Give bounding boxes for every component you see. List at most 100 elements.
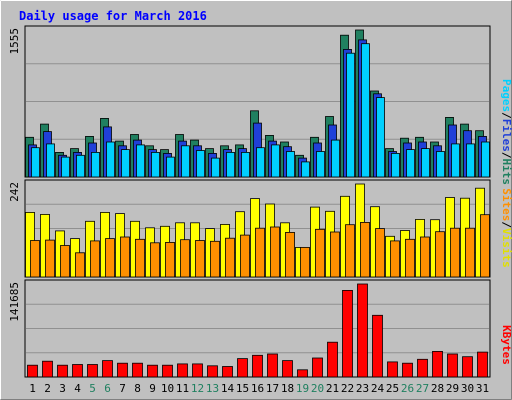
bar-kbytes-day-25 [387,361,398,378]
x-tick-label-day-26: 26 [401,382,414,395]
x-tick-label-day-13: 13 [206,382,219,395]
bar-pages-day-27 [421,148,430,178]
x-tick-label-day-28: 28 [431,382,444,395]
max-label-kbytes: 141685 [8,282,21,322]
bar-kbytes-day-4 [72,364,83,378]
bar-pages-day-20 [316,151,325,178]
x-tick-label-day-23: 23 [356,382,369,395]
bar-kbytes-day-5 [87,364,98,378]
bar-pages-day-6 [106,141,115,178]
bar-sites-day-6 [105,238,115,278]
legend-separator: / [500,221,512,228]
bar-kbytes-day-24 [372,314,383,378]
x-tick-label-day-4: 4 [74,382,81,395]
x-tick-label-day-30: 30 [461,382,474,395]
bar-kbytes-day-20 [312,357,323,378]
bar-pages-day-29 [451,143,460,178]
bar-pages-day-12 [196,150,205,178]
bar-pages-day-26 [406,149,415,178]
bar-pages-day-21 [331,139,340,178]
bar-kbytes-day-12 [192,363,203,378]
legend-entry-files: Files [500,119,512,152]
bar-kbytes-day-7 [117,362,128,378]
x-tick-label-day-8: 8 [134,382,141,395]
x-tick-label-day-2: 2 [44,382,51,395]
bar-kbytes-day-27 [417,358,428,378]
bar-kbytes-day-31 [477,351,488,378]
max-label-visits: 242 [8,182,21,202]
bar-kbytes-day-21 [327,341,338,378]
bar-pages-day-19 [301,161,310,178]
bar-sites-day-28 [435,231,445,278]
bar-sites-day-20 [315,228,325,278]
bar-pages-day-23 [361,43,370,178]
bar-kbytes-day-15 [237,358,248,378]
bar-sites-day-7 [120,236,130,278]
bar-kbytes-day-29 [447,353,458,378]
legend-entry-sites: Sites [500,188,512,221]
bar-sites-day-31 [480,214,490,278]
x-tick-label-day-12: 12 [191,382,204,395]
bar-pages-day-10 [166,156,175,178]
legend-separator: / [500,152,512,159]
x-tick-label-day-11: 11 [176,382,189,395]
x-tick-label-day-17: 17 [266,382,279,395]
bar-sites-day-8 [135,238,145,278]
bar-kbytes-day-13 [207,365,218,378]
bar-sites-day-29 [450,227,460,278]
bar-kbytes-day-23 [357,283,368,378]
bar-pages-day-7 [121,149,130,178]
bar-pages-day-22 [346,52,355,178]
bar-pages-day-28 [436,151,445,178]
bar-kbytes-day-22 [342,289,353,378]
bar-sites-day-27 [420,236,430,278]
x-tick-label-day-3: 3 [59,382,66,395]
bar-kbytes-day-18 [282,360,293,378]
bar-kbytes-day-3 [57,364,68,378]
legend-entry-visits: Visits [500,228,512,268]
bar-pages-day-8 [136,144,145,178]
bar-pages-day-2 [46,143,55,178]
legend-kbytes: KBytes [500,325,512,365]
bar-pages-day-17 [271,144,280,178]
x-tick-label-day-15: 15 [236,382,249,395]
x-tick-label-day-19: 19 [296,382,309,395]
bar-pages-day-25 [391,152,400,178]
bar-sites-day-10 [165,241,175,278]
bar-pages-day-18 [286,151,295,178]
chart-title: Daily usage for March 2016 [19,9,207,23]
bar-sites-day-1 [30,240,40,278]
x-tick-label-day-10: 10 [161,382,174,395]
bar-kbytes-day-19 [297,369,308,378]
bar-sites-day-26 [405,238,415,278]
bar-sites-day-30 [465,227,475,278]
bar-kbytes-day-1 [27,364,38,378]
bar-kbytes-day-30 [462,356,473,378]
x-tick-label-day-14: 14 [221,382,235,395]
bar-kbytes-day-11 [177,363,188,378]
x-tick-label-day-6: 6 [104,382,111,395]
x-tick-label-day-24: 24 [371,382,385,395]
x-tick-label-day-21: 21 [326,382,339,395]
bar-pages-day-3 [61,156,70,178]
bar-sites-day-18 [285,231,295,278]
x-tick-label-day-5: 5 [89,382,96,395]
bar-kbytes-day-6 [102,360,113,378]
bar-kbytes-day-26 [402,362,413,378]
bar-sites-day-14 [225,237,235,278]
legend-entry-hits: Hits [500,159,512,186]
bar-sites-day-17 [270,226,280,278]
legend-entry-pages: Pages [500,79,512,112]
bar-kbytes-day-16 [252,354,263,378]
x-tick-label-day-16: 16 [251,382,264,395]
bar-sites-day-4 [75,252,85,278]
max-label-hits: 1555 [8,28,21,55]
bar-sites-day-11 [180,239,190,278]
x-tick-label-day-1: 1 [29,382,36,395]
x-tick-label-day-29: 29 [446,382,459,395]
bar-sites-day-21 [330,231,340,278]
bar-sites-day-23 [360,221,370,278]
x-tick-label-day-20: 20 [311,382,324,395]
bar-sites-day-15 [240,234,250,278]
